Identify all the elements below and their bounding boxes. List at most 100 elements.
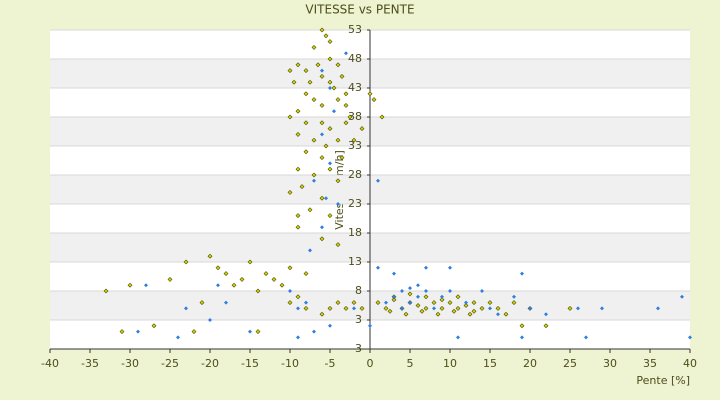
x-tick-label: 20 [523, 357, 537, 370]
data-point [344, 51, 348, 56]
data-point [127, 282, 133, 288]
data-point [295, 166, 301, 172]
data-point [432, 306, 436, 311]
data-point [376, 265, 380, 270]
data-point [519, 323, 525, 329]
data-point [371, 97, 377, 103]
data-point [359, 305, 365, 311]
data-point [295, 224, 301, 230]
data-point [248, 329, 252, 334]
data-point [467, 311, 473, 317]
data-point [320, 68, 324, 73]
data-point [419, 308, 425, 314]
data-point [368, 323, 372, 328]
chart-title: VITESSE vs PENTE [305, 3, 414, 17]
x-tick-label: 30 [603, 357, 617, 370]
data-point [263, 271, 269, 277]
data-point [503, 311, 509, 317]
data-point [332, 109, 336, 114]
data-point [403, 311, 409, 317]
data-point [239, 276, 245, 282]
data-point [312, 329, 316, 334]
data-point [176, 335, 180, 340]
data-point [512, 294, 516, 299]
x-tick-label: 40 [683, 357, 697, 370]
data-point [207, 253, 213, 259]
y-tick-label: 53 [348, 23, 362, 36]
data-point [463, 303, 469, 308]
data-point [287, 189, 293, 195]
data-point [336, 202, 340, 206]
data-point [379, 114, 385, 120]
data-point [319, 120, 325, 126]
data-point [455, 305, 461, 311]
data-point [215, 265, 221, 271]
data-point [415, 303, 421, 308]
data-point [327, 39, 333, 45]
data-point [352, 306, 356, 311]
data-point [347, 114, 353, 120]
data-point [451, 308, 457, 314]
data-point [424, 289, 428, 293]
data-point [311, 137, 317, 143]
data-point [327, 79, 333, 85]
data-point [391, 297, 397, 303]
data-point [331, 85, 337, 91]
data-point [323, 33, 329, 39]
data-point [255, 329, 261, 335]
data-point [296, 306, 300, 311]
x-tick-label: -30 [121, 357, 139, 370]
data-point [431, 300, 437, 306]
data-point [287, 265, 293, 271]
data-point [359, 126, 365, 132]
data-point [343, 305, 349, 311]
data-point [327, 126, 333, 132]
data-point [208, 318, 212, 322]
data-point [408, 300, 412, 305]
data-point [291, 79, 297, 85]
x-tick-label: -40 [41, 357, 59, 370]
data-point [319, 311, 325, 317]
data-point [303, 120, 309, 126]
data-point [183, 259, 189, 265]
data-point [307, 79, 313, 85]
data-point [287, 300, 293, 306]
data-point [488, 306, 492, 311]
data-point [311, 172, 317, 178]
data-point [439, 297, 445, 303]
data-point [407, 291, 413, 297]
data-point [303, 91, 309, 97]
data-point [303, 68, 309, 74]
data-point [335, 97, 341, 103]
data-point [567, 305, 573, 311]
data-point [288, 289, 292, 293]
data-point [455, 294, 461, 300]
y-tick-label: 8 [355, 284, 362, 297]
y-tick-label: 43 [348, 81, 362, 94]
data-point [464, 300, 468, 305]
data-point [223, 271, 229, 277]
data-point [304, 300, 308, 305]
data-point [423, 305, 429, 311]
data-point [520, 335, 524, 340]
data-point [576, 306, 580, 311]
data-point [327, 166, 333, 172]
data-point [319, 236, 325, 242]
data-point [408, 286, 412, 291]
data-point [307, 207, 313, 213]
x-tick-label: -15 [241, 357, 259, 370]
data-point [351, 300, 357, 306]
data-point [511, 300, 517, 306]
x-tick-label: 10 [443, 357, 457, 370]
y-tick-label: 33 [348, 139, 362, 152]
data-point [320, 225, 324, 230]
data-point [335, 62, 341, 68]
data-point [543, 323, 549, 329]
y-tick-label: 18 [348, 226, 362, 239]
data-point [312, 178, 316, 183]
data-point [308, 248, 312, 253]
data-point [343, 91, 349, 97]
data-point [688, 335, 692, 340]
data-point [279, 282, 285, 288]
data-point [247, 259, 253, 265]
